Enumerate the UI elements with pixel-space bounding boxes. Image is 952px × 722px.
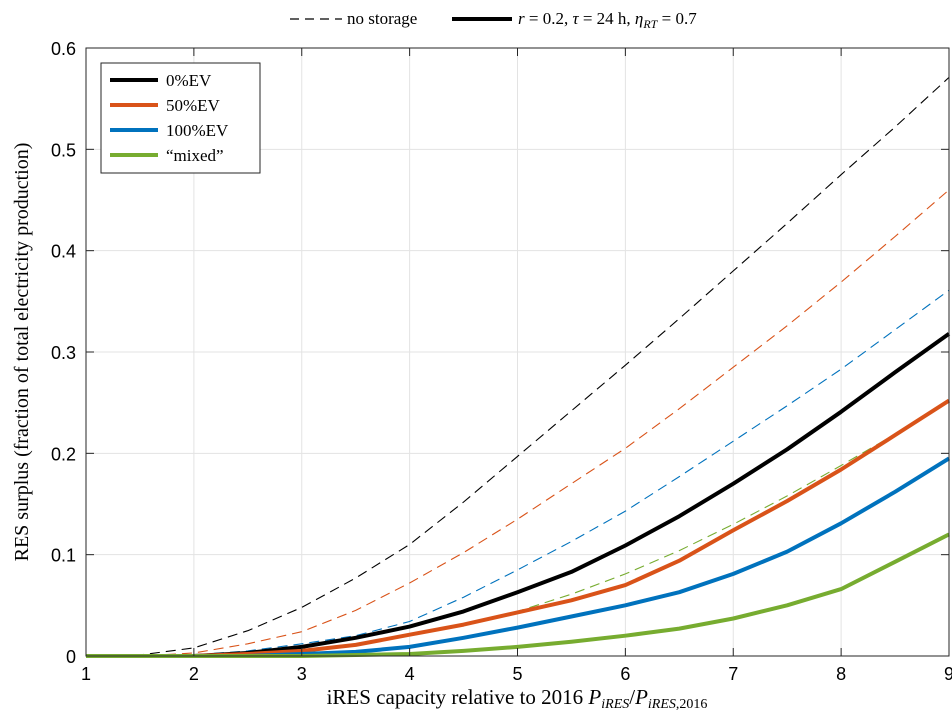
y-tick-label: 0.2 — [51, 444, 76, 464]
x-tick-label: 9 — [944, 664, 952, 684]
x-tick-label: 2 — [189, 664, 199, 684]
y-axis-label: RES surplus (fraction of total electrici… — [11, 143, 33, 562]
legend-label-50ev: 50%EV — [166, 96, 221, 115]
axis-tick-labels: 1 2 3 4 5 6 7 8 9 0 0.1 0.2 0.3 0.4 0.5 0.6 — [51, 39, 952, 684]
legend-label-mixed: “mixed” — [166, 146, 224, 165]
x-tick-label: 7 — [728, 664, 738, 684]
y-tick-label: 0.6 — [51, 39, 76, 59]
y-tick-label: 0 — [66, 647, 76, 667]
y-tick-label: 0.5 — [51, 140, 76, 160]
x-axis-label: iRES capacity relative to 2016 PiRES/PiR… — [327, 685, 708, 712]
grid — [85, 47, 950, 657]
x-tick-label: 1 — [81, 664, 91, 684]
axis-ticks — [85, 47, 950, 657]
series-line-dashed-0ev — [85, 76, 950, 657]
series-line-dashed-100ev — [86, 289, 950, 657]
x-tick-label: 8 — [836, 664, 846, 684]
y-tick-label: 0.4 — [51, 242, 76, 262]
top-legend-storage-label: r = 0.2, τ = 24 h, ηRT = 0.7 — [518, 9, 697, 31]
y-tick-label: 0.1 — [51, 546, 76, 566]
x-tick-label: 4 — [405, 664, 415, 684]
legend: 0%EV 50%EV 100%EV “mixed” — [100, 62, 261, 174]
legend-label-100ev: 100%EV — [166, 121, 229, 140]
x-tick-label: 6 — [620, 664, 630, 684]
top-legend: no storage r = 0.2, τ = 24 h, ηRT = 0.7 — [290, 9, 697, 31]
x-tick-label: 5 — [512, 664, 522, 684]
legend-label-0ev: 0%EV — [166, 71, 212, 90]
series-line-dashed-50ev — [86, 189, 950, 657]
x-tick-label: 3 — [297, 664, 307, 684]
y-tick-label: 0.3 — [51, 343, 76, 363]
top-legend-no-storage-label: no storage — [347, 9, 417, 28]
